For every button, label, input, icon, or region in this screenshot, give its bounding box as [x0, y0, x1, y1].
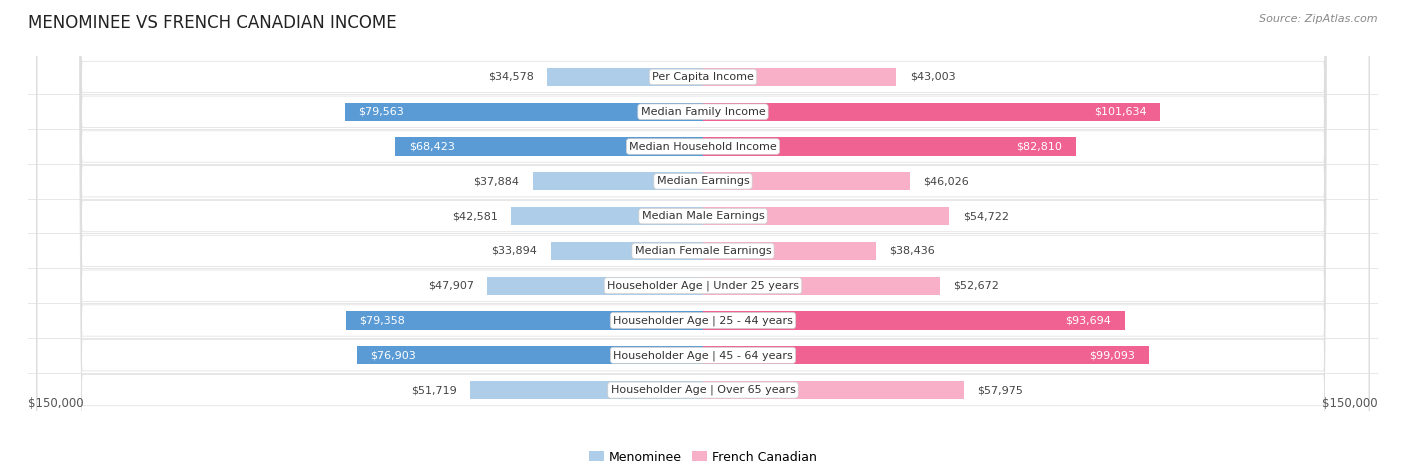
- Text: Householder Age | Under 25 years: Householder Age | Under 25 years: [607, 281, 799, 291]
- Bar: [547, 68, 703, 86]
- Bar: [533, 172, 703, 191]
- FancyBboxPatch shape: [37, 0, 1369, 467]
- FancyBboxPatch shape: [37, 0, 1369, 467]
- Text: Median Female Earnings: Median Female Earnings: [634, 246, 772, 256]
- Bar: [470, 381, 703, 399]
- FancyBboxPatch shape: [37, 0, 1369, 467]
- Text: Householder Age | 45 - 64 years: Householder Age | 45 - 64 years: [613, 350, 793, 361]
- Text: $101,634: $101,634: [1094, 107, 1147, 117]
- Bar: [703, 242, 876, 260]
- Text: $43,003: $43,003: [910, 72, 956, 82]
- Text: Householder Age | 25 - 44 years: Householder Age | 25 - 44 years: [613, 315, 793, 326]
- Bar: [395, 137, 703, 156]
- Bar: [703, 103, 1160, 121]
- Legend: Menominee, French Canadian: Menominee, French Canadian: [583, 446, 823, 467]
- Bar: [703, 137, 1076, 156]
- Text: $51,719: $51,719: [411, 385, 457, 395]
- Text: MENOMINEE VS FRENCH CANADIAN INCOME: MENOMINEE VS FRENCH CANADIAN INCOME: [28, 14, 396, 32]
- Text: $37,884: $37,884: [472, 177, 519, 186]
- Bar: [703, 346, 1149, 364]
- Text: Source: ZipAtlas.com: Source: ZipAtlas.com: [1260, 14, 1378, 24]
- Bar: [346, 311, 703, 330]
- Text: $79,358: $79,358: [360, 316, 405, 325]
- Text: $42,581: $42,581: [453, 211, 498, 221]
- Text: $38,436: $38,436: [890, 246, 935, 256]
- Text: $93,694: $93,694: [1066, 316, 1111, 325]
- FancyBboxPatch shape: [37, 0, 1369, 467]
- Text: Householder Age | Over 65 years: Householder Age | Over 65 years: [610, 385, 796, 396]
- Text: $34,578: $34,578: [488, 72, 534, 82]
- Text: $54,722: $54,722: [963, 211, 1008, 221]
- Bar: [551, 242, 703, 260]
- FancyBboxPatch shape: [37, 0, 1369, 467]
- Text: $47,907: $47,907: [427, 281, 474, 290]
- Text: $68,423: $68,423: [409, 142, 454, 151]
- FancyBboxPatch shape: [37, 0, 1369, 467]
- Bar: [703, 68, 897, 86]
- Text: $82,810: $82,810: [1017, 142, 1062, 151]
- Bar: [703, 311, 1125, 330]
- FancyBboxPatch shape: [37, 0, 1369, 467]
- Text: $99,093: $99,093: [1090, 350, 1135, 360]
- Text: $150,000: $150,000: [28, 397, 84, 410]
- FancyBboxPatch shape: [37, 0, 1369, 467]
- Text: Median Male Earnings: Median Male Earnings: [641, 211, 765, 221]
- Text: $76,903: $76,903: [371, 350, 416, 360]
- Bar: [703, 172, 910, 191]
- Text: $150,000: $150,000: [1322, 397, 1378, 410]
- FancyBboxPatch shape: [37, 0, 1369, 467]
- Bar: [357, 346, 703, 364]
- Text: $52,672: $52,672: [953, 281, 1000, 290]
- Bar: [703, 207, 949, 225]
- FancyBboxPatch shape: [37, 0, 1369, 467]
- Text: $57,975: $57,975: [977, 385, 1024, 395]
- Bar: [512, 207, 703, 225]
- Text: $33,894: $33,894: [491, 246, 537, 256]
- Text: Per Capita Income: Per Capita Income: [652, 72, 754, 82]
- Text: Median Household Income: Median Household Income: [628, 142, 778, 151]
- Text: Median Family Income: Median Family Income: [641, 107, 765, 117]
- Text: Median Earnings: Median Earnings: [657, 177, 749, 186]
- Bar: [344, 103, 703, 121]
- Bar: [703, 276, 941, 295]
- Bar: [488, 276, 703, 295]
- Bar: [703, 381, 965, 399]
- Text: $46,026: $46,026: [924, 177, 969, 186]
- Text: $79,563: $79,563: [359, 107, 405, 117]
